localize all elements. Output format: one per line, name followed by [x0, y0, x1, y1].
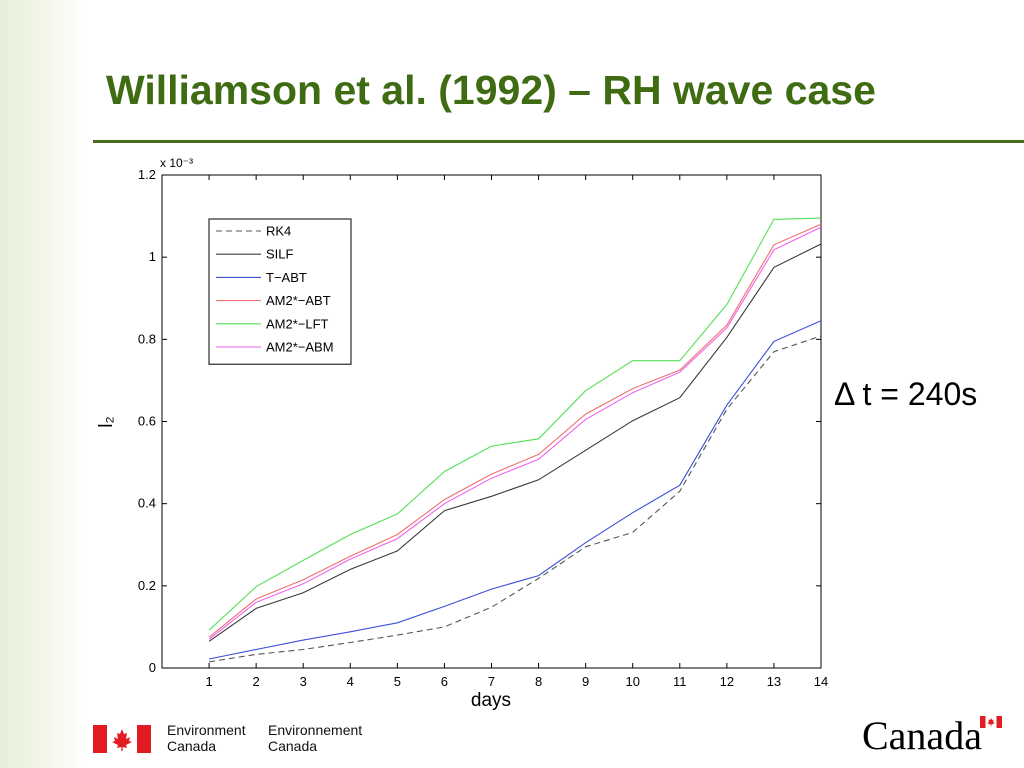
legend-label: T−ABT [266, 270, 307, 285]
y-tick-label: 0 [149, 660, 156, 675]
x-tick-label: 12 [720, 674, 734, 689]
y-axis-label: l₂ [96, 416, 117, 428]
wordmark-flag-icon [980, 716, 1002, 728]
slide-title: Williamson et al. (1992) – RH wave case [106, 67, 876, 113]
x-tick-label: 8 [535, 674, 542, 689]
department-en-line2: Canada [167, 738, 217, 754]
series-line [208, 243, 822, 642]
series-line [208, 223, 822, 638]
x-tick-label: 3 [300, 674, 307, 689]
department-fr-line1: Environnement [268, 722, 363, 738]
y-tick-label: 1.2 [138, 167, 156, 182]
line-chart: 1 2 3 4 5 6 7 8 9 10 11 12 13 1400.20.40.60.811.2RK4S… [96, 156, 828, 711]
series-line [208, 226, 822, 640]
x-axis-label: days [471, 690, 511, 711]
x-tick-label: 2 [253, 674, 260, 689]
y-tick-label: 0.8 [138, 331, 156, 346]
legend-label: AM2*−ABT [266, 293, 331, 308]
maple-leaf-flag-icon [93, 725, 151, 753]
series-line [209, 335, 822, 663]
department-name-english: Environment Canada [167, 722, 246, 754]
series-line [208, 217, 822, 631]
x-tick-label: 14 [814, 674, 828, 689]
x-tick-label: 10 [625, 674, 639, 689]
y-tick-label: 0.6 [138, 414, 156, 429]
x-tick-label: 11 [673, 674, 687, 689]
legend-label: AM2*−LFT [266, 316, 329, 331]
series-line [208, 320, 822, 660]
legend-label: RK4 [266, 224, 291, 239]
department-en-line1: Environment [167, 722, 246, 738]
title-divider [93, 140, 1024, 143]
time-step-annotation: Δ t = 240s [834, 376, 978, 412]
x-tick-label: 5 [394, 674, 401, 689]
department-name-french: Environnement Canada [268, 722, 362, 754]
x-tick-label: 7 [488, 674, 495, 689]
y-tick-label: 0.2 [138, 578, 156, 593]
y-tick-label: 1 [149, 249, 156, 264]
side-gradient-strip [0, 0, 86, 768]
legend-label: SILF [266, 247, 294, 262]
y-tick-label: 0.4 [138, 496, 156, 511]
department-fr-line2: Canada [268, 738, 318, 754]
x-tick-label: 13 [767, 674, 781, 689]
x-tick-label: 4 [347, 674, 354, 689]
wordmark-text: Canada [862, 713, 982, 758]
x-tick-label: 6 [441, 674, 448, 689]
x-tick-label: 9 [582, 674, 589, 689]
y-axis-exponent-label: x 10⁻³ [160, 156, 193, 170]
legend-label: AM2*−ABM [266, 340, 334, 355]
x-tick-label: 1 [205, 674, 212, 689]
legend-box [208, 218, 352, 365]
